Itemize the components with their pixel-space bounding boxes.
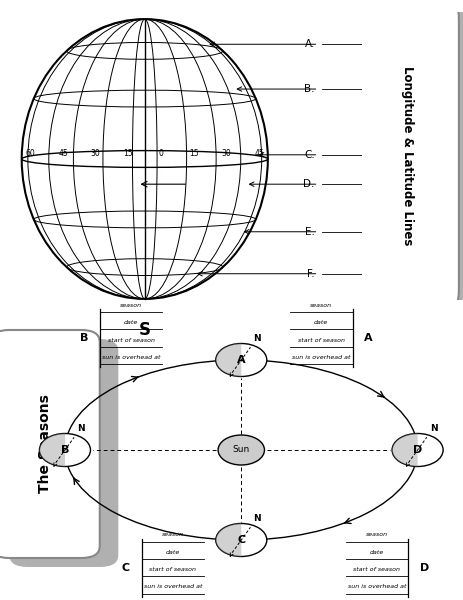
Text: E.: E. — [304, 227, 314, 237]
FancyBboxPatch shape — [9, 339, 118, 567]
FancyBboxPatch shape — [0, 330, 100, 558]
Text: D: D — [412, 445, 421, 455]
Text: B: B — [80, 333, 88, 343]
Circle shape — [218, 435, 264, 465]
Text: season: season — [120, 303, 142, 308]
Text: S: S — [138, 321, 150, 339]
Text: 30: 30 — [91, 149, 100, 158]
Text: sun is overhead at: sun is overhead at — [101, 355, 160, 360]
Text: A: A — [237, 355, 245, 365]
Circle shape — [215, 343, 266, 377]
Text: sun is overhead at: sun is overhead at — [347, 584, 406, 589]
Text: start of season: start of season — [297, 338, 344, 343]
Polygon shape — [215, 523, 241, 557]
Text: N: N — [77, 424, 85, 433]
Text: D: D — [419, 563, 428, 572]
Text: sun is overhead at: sun is overhead at — [291, 355, 350, 360]
FancyBboxPatch shape — [365, 1, 463, 320]
Text: season: season — [162, 532, 183, 538]
Text: sun is overhead at: sun is overhead at — [143, 584, 202, 589]
Text: C: C — [121, 563, 130, 572]
Circle shape — [391, 433, 442, 467]
Text: start of season: start of season — [353, 567, 400, 572]
Text: N: N — [253, 514, 261, 523]
Text: 0: 0 — [158, 149, 163, 158]
Text: Sun: Sun — [232, 445, 250, 455]
Text: Longitude & Latitude Lines: Longitude & Latitude Lines — [400, 67, 413, 245]
Text: N: N — [253, 334, 261, 343]
Text: A: A — [363, 333, 372, 343]
Text: date: date — [369, 550, 383, 554]
Text: B: B — [61, 445, 69, 455]
Text: start of season: start of season — [107, 338, 154, 343]
Text: N: N — [138, 0, 151, 3]
Text: date: date — [165, 550, 180, 554]
Polygon shape — [391, 433, 417, 467]
Polygon shape — [215, 343, 241, 377]
Ellipse shape — [22, 19, 267, 299]
Text: 15: 15 — [188, 149, 198, 158]
Circle shape — [215, 523, 266, 557]
Text: start of season: start of season — [149, 567, 196, 572]
Text: B.: B. — [304, 84, 314, 94]
Text: N: N — [429, 424, 437, 433]
Text: 30: 30 — [221, 149, 231, 158]
FancyBboxPatch shape — [358, 0, 458, 311]
Polygon shape — [39, 433, 65, 467]
Text: 45: 45 — [254, 149, 263, 158]
Text: The Seasons: The Seasons — [38, 395, 52, 493]
Text: D.: D. — [303, 179, 314, 189]
Text: season: season — [310, 303, 332, 308]
Text: 45: 45 — [58, 149, 68, 158]
Text: 15: 15 — [123, 149, 133, 158]
Text: date: date — [313, 320, 328, 325]
Circle shape — [39, 433, 90, 467]
Text: 60: 60 — [25, 149, 35, 158]
Text: season: season — [365, 532, 387, 538]
Text: C: C — [237, 535, 245, 545]
Text: F.: F. — [307, 269, 314, 279]
Text: A.: A. — [304, 39, 314, 49]
Text: C.: C. — [303, 150, 314, 160]
Text: date: date — [124, 320, 138, 325]
